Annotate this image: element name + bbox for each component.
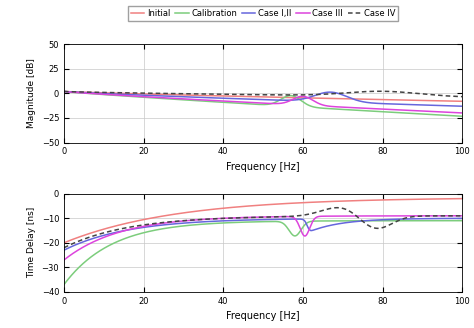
Initial <box>130 92 136 96</box>
Case IV <box>377 89 383 93</box>
Case IV <box>231 92 237 96</box>
Initial <box>107 91 112 95</box>
Initial <box>214 94 219 98</box>
Initial <box>61 90 67 93</box>
Initial <box>409 98 414 102</box>
Case IV <box>61 90 67 93</box>
Case I,II <box>409 103 414 107</box>
Case III <box>107 93 112 97</box>
Y-axis label: Time Delay [ns]: Time Delay [ns] <box>27 207 36 278</box>
Legend: Initial, Calibration, Case I,II, Case III, Case IV: Initial, Calibration, Case I,II, Case II… <box>128 6 398 21</box>
Line: Calibration: Calibration <box>64 92 462 116</box>
Initial <box>459 99 465 103</box>
Case IV <box>107 91 112 94</box>
Case III <box>231 100 237 104</box>
Line: Case IV: Case IV <box>64 91 462 97</box>
Case IV <box>452 94 457 98</box>
X-axis label: Frequency [Hz]: Frequency [Hz] <box>226 162 300 172</box>
Case III <box>409 109 414 113</box>
Case I,II <box>61 90 67 93</box>
Calibration <box>214 100 219 104</box>
Calibration <box>451 114 457 118</box>
Case I,II <box>451 104 457 108</box>
Calibration <box>61 90 67 93</box>
Calibration <box>130 94 136 98</box>
Case IV <box>409 91 414 95</box>
Calibration <box>107 93 112 97</box>
Case IV <box>459 95 465 99</box>
Calibration <box>409 112 414 115</box>
Y-axis label: Magnitude [dB]: Magnitude [dB] <box>27 58 36 128</box>
Case III <box>459 111 465 115</box>
Line: Case III: Case III <box>64 92 462 113</box>
Initial <box>451 99 457 103</box>
Calibration <box>459 114 465 118</box>
Case III <box>451 111 457 114</box>
Line: Initial: Initial <box>64 92 462 101</box>
Case III <box>130 94 136 98</box>
Case I,II <box>107 92 112 96</box>
Case I,II <box>130 93 136 97</box>
Calibration <box>231 101 237 105</box>
Case IV <box>130 91 136 95</box>
Case I,II <box>459 104 465 108</box>
Case IV <box>214 92 219 96</box>
Initial <box>231 94 237 98</box>
Case I,II <box>231 97 237 101</box>
X-axis label: Frequency [Hz]: Frequency [Hz] <box>226 311 300 321</box>
Case III <box>61 90 67 93</box>
Line: Case I,II: Case I,II <box>64 92 462 106</box>
Case I,II <box>214 96 219 100</box>
Case III <box>214 99 219 103</box>
